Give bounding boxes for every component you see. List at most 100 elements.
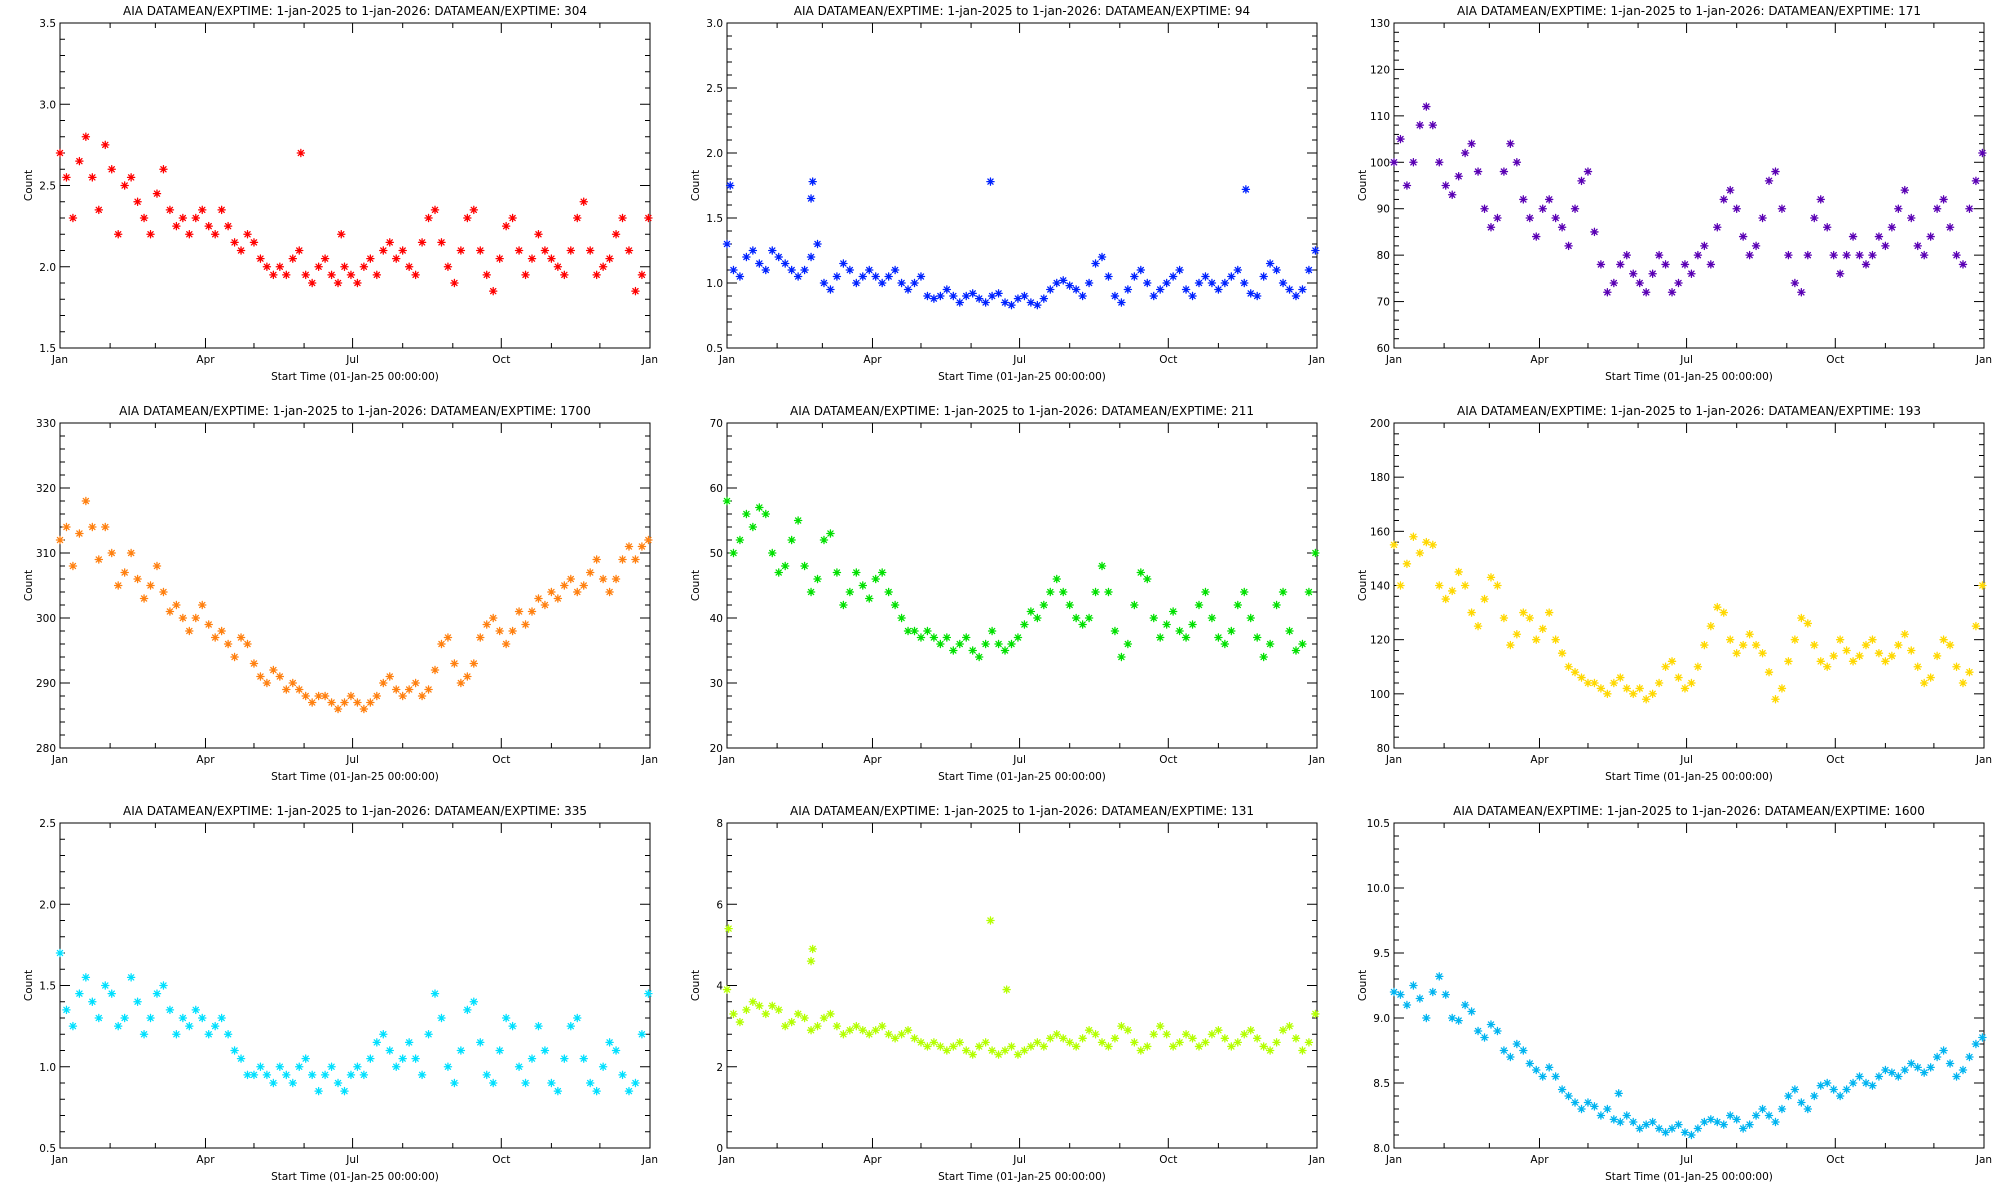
- data-point: [1136, 568, 1146, 577]
- data-point: [566, 574, 576, 584]
- data-point: [592, 270, 601, 280]
- y-axis-label: Count: [23, 970, 35, 1001]
- x-axis-label: Start Time (01-Jan-25 00:00:00): [938, 371, 1106, 383]
- data-point: [1764, 176, 1774, 186]
- y-tick-label: 0: [716, 1143, 723, 1155]
- data-point: [1719, 195, 1729, 204]
- data-point: [1175, 265, 1184, 275]
- data-point: [1246, 289, 1255, 298]
- data-point: [1519, 195, 1528, 204]
- x-axis-label: Start Time (01-Jan-25 00:00:00): [1605, 771, 1773, 783]
- data-point: [1110, 626, 1120, 636]
- data-point: [294, 1062, 304, 1071]
- y-tick-label: 1.5: [39, 981, 56, 993]
- data-point: [1525, 213, 1535, 223]
- data-point: [159, 165, 168, 174]
- data-point: [75, 989, 84, 998]
- data-point: [1272, 600, 1281, 610]
- data-point: [1648, 269, 1657, 278]
- data-point: [748, 522, 758, 532]
- data-point: [1700, 640, 1709, 650]
- data-point: [1978, 148, 1987, 158]
- data-point: [1454, 1016, 1463, 1025]
- y-tick-label: 110: [1370, 111, 1390, 123]
- chart-panel-8: AIA DATAMEAN/EXPTIME: 1-jan-2025 to 1-ja…: [667, 800, 1334, 1200]
- data-point: [243, 230, 252, 239]
- data-point: [1648, 689, 1657, 699]
- data-point: [107, 989, 116, 998]
- data-point: [1499, 613, 1509, 623]
- data-point: [981, 639, 990, 649]
- data-point: [929, 294, 939, 303]
- data-point: [624, 542, 634, 551]
- data-point: [1454, 567, 1463, 577]
- data-point: [1609, 1115, 1619, 1124]
- data-point: [1952, 662, 1961, 671]
- data-point: [611, 230, 621, 239]
- data-point: [1460, 581, 1470, 590]
- data-point: [1039, 294, 1049, 303]
- data-point: [1732, 204, 1741, 213]
- data-point: [987, 1046, 997, 1055]
- y-axis-label: Count: [690, 970, 702, 1001]
- data-point: [1835, 269, 1845, 278]
- data-point: [1855, 250, 1864, 260]
- data-point: [832, 1021, 842, 1031]
- data-point: [404, 685, 414, 694]
- data-point: [1512, 158, 1522, 167]
- chart-title: AIA DATAMEAN/EXPTIME: 1-jan-2025 to 1-ja…: [794, 4, 1250, 18]
- data-point: [191, 213, 201, 223]
- data-point: [819, 1013, 829, 1023]
- data-point: [942, 1046, 952, 1055]
- data-point: [987, 626, 997, 636]
- data-point: [553, 594, 563, 603]
- data-point: [320, 1070, 330, 1080]
- data-point: [1583, 678, 1593, 688]
- y-tick-label: 330: [36, 418, 56, 430]
- x-tick-label: Jan: [1308, 754, 1325, 766]
- data-point: [1614, 1089, 1623, 1098]
- x-tick-label: Jan: [718, 754, 735, 766]
- y-tick-label: 100: [1370, 157, 1390, 169]
- data-point: [288, 254, 298, 263]
- data-point: [1091, 587, 1100, 597]
- data-point: [107, 165, 116, 174]
- data-point: [1590, 227, 1599, 237]
- data-point: [1304, 1038, 1314, 1047]
- data-point: [1887, 1068, 1897, 1077]
- y-axis-label: Count: [690, 170, 702, 201]
- data-point: [1654, 250, 1664, 260]
- data-point: [1557, 223, 1567, 232]
- data-point: [774, 568, 783, 577]
- data-point: [1654, 678, 1664, 688]
- y-tick-label: 4: [716, 981, 723, 993]
- data-point: [1590, 1102, 1599, 1111]
- data-point: [1797, 288, 1806, 297]
- data-point: [1687, 269, 1696, 278]
- data-point: [1265, 259, 1275, 268]
- data-point: [1026, 607, 1036, 616]
- data-point: [755, 503, 764, 512]
- data-point: [806, 956, 816, 966]
- data-point: [230, 1046, 239, 1055]
- y-tick-label: 2.5: [39, 818, 56, 830]
- data-point: [1907, 213, 1916, 223]
- data-point: [282, 685, 291, 694]
- x-tick-label: Apr: [1530, 754, 1549, 766]
- data-point: [217, 205, 226, 215]
- y-axis-label: Count: [1357, 970, 1369, 1001]
- data-point: [1473, 621, 1483, 631]
- data-point: [1298, 639, 1307, 649]
- data-point: [826, 529, 835, 538]
- data-point: [1454, 171, 1463, 181]
- data-point: [1000, 646, 1010, 655]
- data-point: [430, 205, 440, 215]
- data-point: [1175, 626, 1184, 636]
- data-point: [864, 594, 874, 603]
- data-point: [1506, 139, 1515, 148]
- x-tick-label: Jul: [1679, 1154, 1693, 1166]
- y-axis-label: Count: [1357, 570, 1369, 601]
- y-tick-label: 3.5: [39, 18, 56, 30]
- data-point: [327, 698, 336, 707]
